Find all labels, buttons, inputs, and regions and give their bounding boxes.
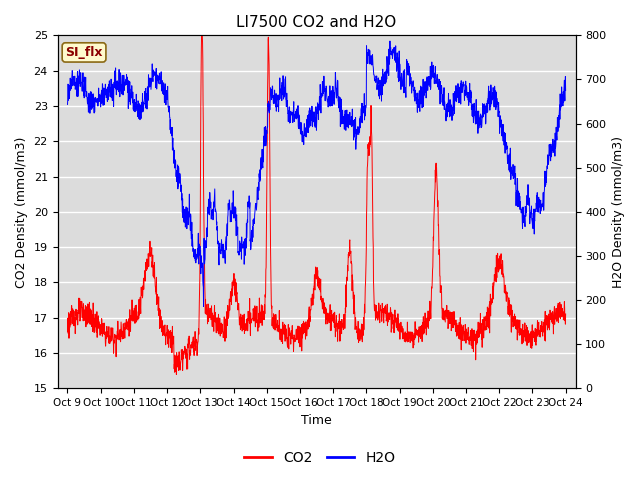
X-axis label: Time: Time [301,414,332,427]
Text: SI_flx: SI_flx [65,46,103,59]
Title: LI7500 CO2 and H2O: LI7500 CO2 and H2O [236,15,397,30]
Legend: CO2, H2O: CO2, H2O [239,445,401,471]
Y-axis label: CO2 Density (mmol/m3): CO2 Density (mmol/m3) [15,136,28,288]
Y-axis label: H2O Density (mmol/m3): H2O Density (mmol/m3) [612,136,625,288]
